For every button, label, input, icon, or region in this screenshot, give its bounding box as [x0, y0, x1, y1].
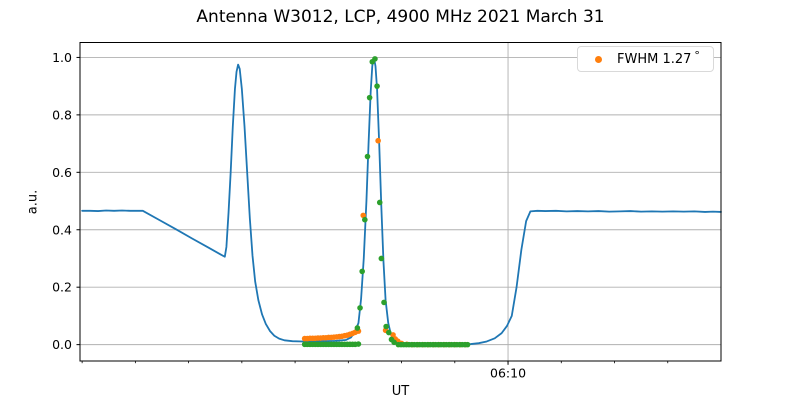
legend-label: FWHM 1.27 °: [617, 48, 700, 67]
y-tick-label: 0.8: [52, 107, 72, 122]
scatter-point: [391, 339, 397, 346]
degree-symbol: °: [694, 48, 700, 62]
series-group: [81, 56, 722, 346]
legend: FWHM 1.27 °: [577, 46, 714, 72]
scatter-point: [360, 212, 367, 219]
axes: 0.0 0.2 0.4 0.6 0.8 1.0 06:10: [52, 42, 722, 381]
scatter-point: [378, 255, 385, 262]
scatter-point: [364, 153, 371, 160]
scatter-point: [376, 199, 383, 206]
y-tick-label: 0.0: [52, 337, 72, 352]
line-series-signal: [81, 56, 722, 346]
scatter-point: [375, 137, 381, 144]
scatter-point: [385, 329, 392, 336]
legend-marker-icon: [595, 55, 602, 63]
scatter-point: [354, 325, 361, 331]
scatter-point: [355, 341, 362, 347]
scatter-point: [381, 299, 387, 306]
scatter-point: [366, 94, 373, 101]
scatter-series-gaussian-fit-markers: [301, 137, 469, 348]
chart-title: Antenna W3012, LCP, 4900 MHz 2021 March …: [196, 7, 605, 27]
scatter-point: [383, 323, 389, 330]
scatter-point: [372, 56, 378, 62]
scatter-point: [374, 83, 380, 89]
scatter-point: [464, 341, 471, 348]
scatter-series-calibrated-data-markers: [301, 56, 471, 348]
y-tick-label: 0.2: [52, 280, 72, 295]
gridlines: [80, 42, 721, 361]
y-axis-label: a.u.: [25, 189, 41, 215]
scatter-point: [362, 216, 368, 223]
x-axis-label: UT: [391, 384, 410, 399]
y-tick-label: 0.4: [52, 222, 72, 237]
x-tick-label: 06:10: [490, 366, 526, 381]
y-tick-label: 1.0: [52, 50, 72, 65]
scatter-point: [359, 268, 365, 275]
scatter-point: [357, 305, 363, 311]
plot-border: [79, 42, 722, 362]
y-tick-label: 0.6: [52, 165, 72, 180]
